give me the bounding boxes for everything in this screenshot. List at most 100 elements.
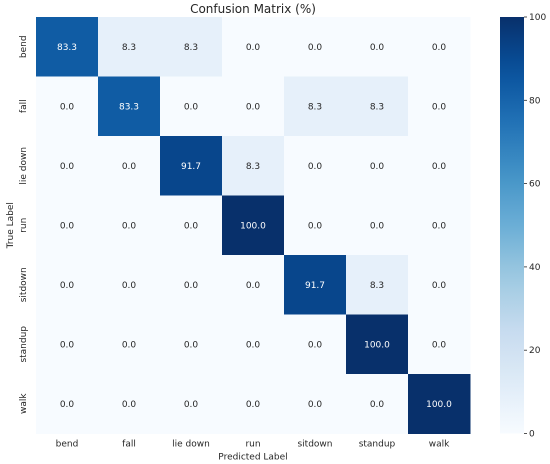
- cell-value-label: 0.0: [432, 340, 447, 350]
- cell-value-label: 0.0: [60, 162, 75, 172]
- cell-value-label: 0.0: [122, 400, 137, 410]
- y-tick-labels: bend fall lie down run sitdown standup walk: [19, 35, 29, 414]
- y-tick-fall: fall: [19, 99, 29, 113]
- y-axis-label: True Label: [6, 202, 16, 249]
- cell-value-label: 0.0: [184, 400, 199, 410]
- cell-standup-walk: [408, 314, 471, 375]
- cell-value-label: 0.0: [184, 281, 199, 291]
- cell-run-run: [222, 195, 285, 256]
- x-tick-standup: standup: [359, 440, 396, 450]
- cell-value-label: 83.3: [57, 43, 77, 53]
- cell-lie-down-bend: [36, 136, 99, 196]
- cell-value-label: 0.0: [246, 400, 261, 410]
- cell-fall-standup: [346, 76, 409, 137]
- cell-walk-sitdown: [284, 374, 347, 434]
- cell-value-label: 0.0: [122, 221, 137, 231]
- cell-bend-lie-down: [160, 17, 223, 77]
- heatmap-cells: 83.3 8.3 8.3 0.0 0.0 0.0 0.0 0.0 83.3 0.0 0.0 8.3 8.…: [36, 17, 471, 434]
- cell-bend-sitdown: [284, 17, 347, 77]
- cell-value-label: 0.0: [184, 340, 199, 350]
- cell-lie-down-run: [222, 136, 285, 196]
- cell-value-label: 0.0: [184, 102, 199, 112]
- cell-value-label: 0.0: [432, 162, 447, 172]
- cell-value-label: 0.0: [432, 102, 447, 112]
- y-tick-run: run: [19, 218, 29, 233]
- cell-value-label: 0.0: [308, 43, 323, 53]
- cell-value-label: 0.0: [184, 221, 199, 231]
- cell-fall-sitdown: [284, 76, 347, 137]
- cell-lie-down-sitdown: [284, 136, 347, 196]
- cell-run-sitdown: [284, 195, 347, 256]
- cell-fall-fall: [98, 76, 161, 137]
- cell-value-label: 8.3: [184, 43, 198, 53]
- cell-walk-lie-down: [160, 374, 223, 434]
- y-tick-bend: bend: [19, 35, 29, 58]
- cell-sitdown-bend: [36, 255, 99, 315]
- cell-value-label: 100.0: [364, 340, 390, 350]
- colorbar-tick-labels: 0 20 40 60 80 100: [524, 13, 546, 440]
- cell-bend-standup: [346, 17, 409, 77]
- x-tick-fall: fall: [122, 440, 136, 450]
- cell-sitdown-run: [222, 255, 285, 315]
- cell-value-label: 0.0: [60, 340, 75, 350]
- y-tick-standup: standup: [19, 326, 29, 363]
- x-tick-run: run: [245, 440, 260, 450]
- cell-value-label: 83.3: [119, 102, 139, 112]
- cell-sitdown-sitdown: [284, 255, 347, 315]
- colorbar-tick-label: 100: [529, 13, 546, 23]
- cell-bend-fall: [98, 17, 161, 77]
- x-tick-sitdown: sitdown: [297, 440, 332, 450]
- cell-sitdown-walk: [408, 255, 471, 315]
- cell-sitdown-lie-down: [160, 255, 223, 315]
- cell-value-label: 100.0: [240, 221, 266, 231]
- cell-value-label: 0.0: [370, 43, 385, 53]
- cell-walk-fall: [98, 374, 161, 434]
- cell-value-label: 8.3: [370, 102, 384, 112]
- cell-value-label: 8.3: [370, 281, 384, 291]
- x-tick-walk: walk: [429, 440, 450, 450]
- colorbar-tick-label: 80: [529, 96, 541, 106]
- cell-value-label: 0.0: [246, 102, 261, 112]
- colorbar: [500, 17, 524, 434]
- cell-value-label: 0.0: [370, 400, 385, 410]
- cell-value-label: 0.0: [370, 221, 385, 231]
- cell-value-label: 8.3: [246, 162, 260, 172]
- cell-fall-run: [222, 76, 285, 137]
- cell-value-label: 0.0: [308, 340, 323, 350]
- colorbar-tick-label: 40: [529, 263, 541, 273]
- cell-value-label: 0.0: [246, 281, 261, 291]
- cell-walk-standup: [346, 374, 409, 434]
- cell-fall-bend: [36, 76, 99, 137]
- cell-standup-sitdown: [284, 314, 347, 375]
- x-tick-bend: bend: [56, 440, 79, 450]
- cell-value-label: 8.3: [122, 43, 136, 53]
- colorbar-tick-label: 20: [529, 346, 541, 356]
- cell-value-label: 0.0: [432, 43, 447, 53]
- cell-standup-bend: [36, 314, 99, 375]
- cell-value-label: 0.0: [122, 340, 137, 350]
- cell-value-label: 0.0: [60, 281, 75, 291]
- cell-sitdown-standup: [346, 255, 409, 315]
- cell-standup-standup: [346, 314, 409, 375]
- cell-value-label: 0.0: [432, 221, 447, 231]
- cell-value-label: 0.0: [122, 162, 137, 172]
- cell-value-label: 0.0: [308, 162, 323, 172]
- cell-value-label: 100.0: [426, 400, 452, 410]
- cell-value-label: 0.0: [246, 43, 261, 53]
- cell-run-lie-down: [160, 195, 223, 256]
- cell-value-label: 0.0: [308, 400, 323, 410]
- cell-sitdown-fall: [98, 255, 161, 315]
- cell-value-label: 91.7: [305, 281, 325, 291]
- y-tick-walk: walk: [19, 393, 29, 414]
- cell-fall-lie-down: [160, 76, 223, 137]
- cell-run-fall: [98, 195, 161, 256]
- cell-lie-down-lie-down: [160, 136, 223, 196]
- cell-standup-run: [222, 314, 285, 375]
- cell-bend-run: [222, 17, 285, 77]
- cell-run-bend: [36, 195, 99, 256]
- cell-value-label: 0.0: [370, 162, 385, 172]
- cell-value-label: 0.0: [432, 281, 447, 291]
- cell-walk-bend: [36, 374, 99, 434]
- x-axis-label: Predicted Label: [218, 453, 287, 463]
